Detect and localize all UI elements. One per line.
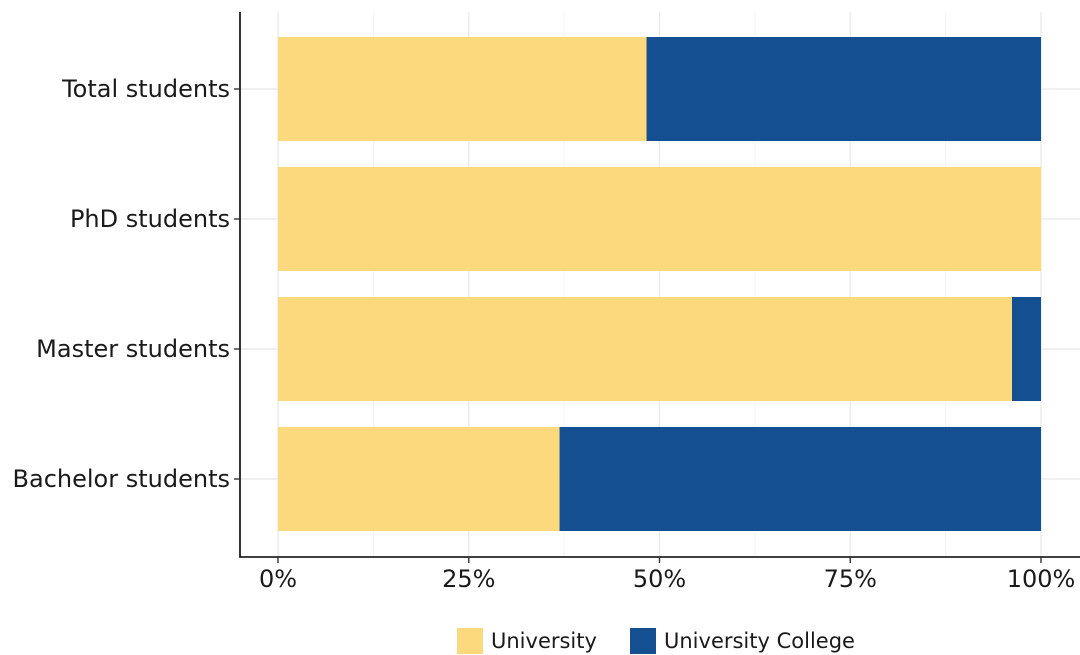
y-tick-label: Bachelor students bbox=[13, 465, 230, 493]
axes: Total students PhD students Master student… bbox=[13, 12, 1080, 593]
y-tick-label: PhD students bbox=[70, 205, 230, 233]
bar-total-students-university-college bbox=[646, 37, 1041, 141]
legend: University University College bbox=[457, 628, 855, 654]
y-tick-label: Master students bbox=[36, 335, 230, 363]
legend-key-university bbox=[457, 628, 483, 654]
x-tick-label: 25% bbox=[442, 565, 495, 593]
bars bbox=[278, 37, 1041, 531]
legend-key-university-college bbox=[630, 628, 656, 654]
x-tick-label: 0% bbox=[259, 565, 297, 593]
bar-bachelor-students-university bbox=[278, 427, 560, 531]
bar-master-students-university bbox=[278, 297, 1013, 401]
legend-label-university: University bbox=[491, 629, 597, 653]
bar-master-students-university-college bbox=[1012, 297, 1041, 401]
bar-total-students-university bbox=[278, 37, 647, 141]
x-tick-label: 50% bbox=[633, 565, 686, 593]
x-tick-label: 100% bbox=[1007, 565, 1076, 593]
legend-label-university-college: University College bbox=[664, 629, 855, 653]
bar-bachelor-students-university-college bbox=[559, 427, 1041, 531]
y-tick-label: Total students bbox=[61, 75, 230, 103]
x-tick-label: 75% bbox=[824, 565, 877, 593]
bar-phd-students-university bbox=[278, 167, 1041, 271]
